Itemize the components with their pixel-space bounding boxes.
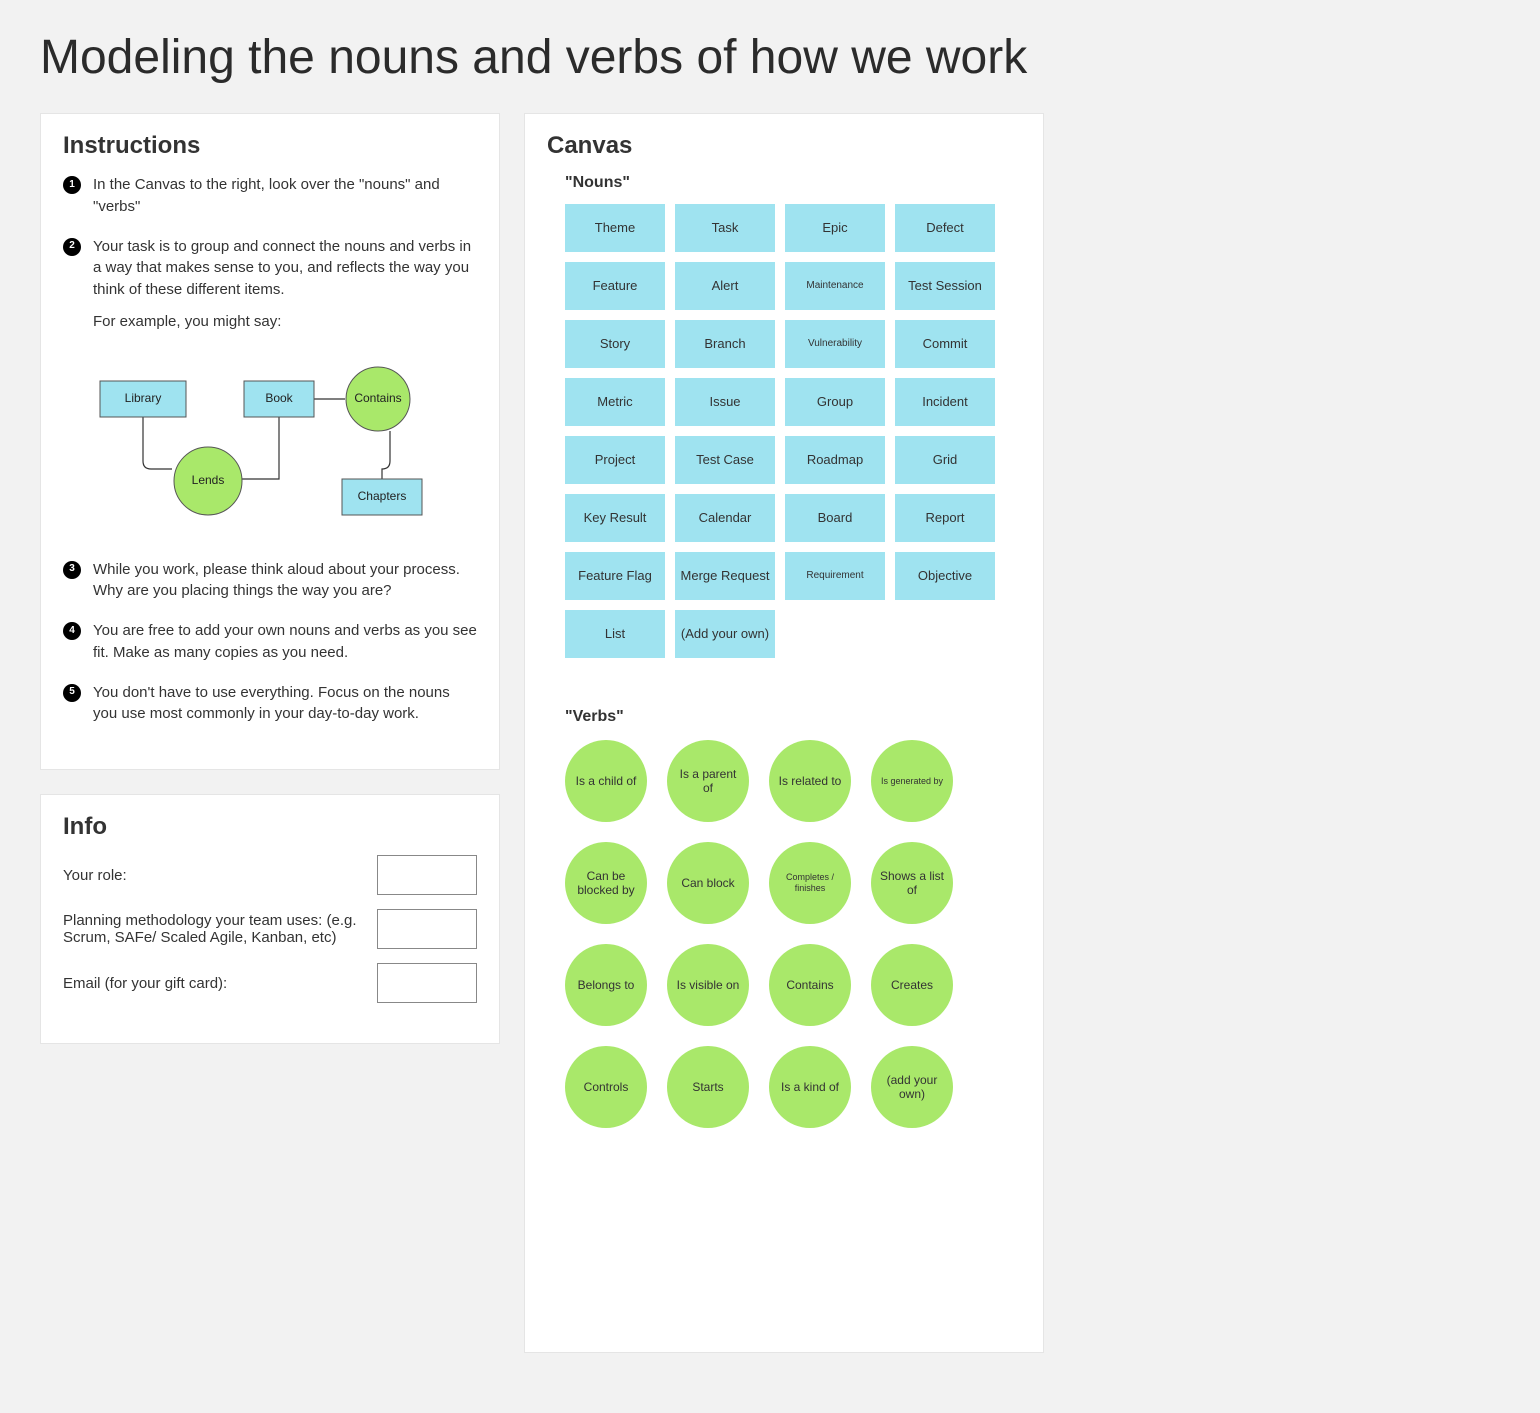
noun-card[interactable]: Grid [895, 436, 995, 484]
instruction-item: 3 While you work, please think aloud abou… [63, 559, 477, 603]
instruction-bullet: 2 [63, 238, 81, 256]
noun-card[interactable]: Test Session [895, 262, 995, 310]
noun-card[interactable]: List [565, 610, 665, 658]
instruction-bullet: 1 [63, 176, 81, 194]
verb-chip[interactable]: Shows a list of [871, 842, 953, 924]
noun-card[interactable]: (Add your own) [675, 610, 775, 658]
noun-card[interactable]: Group [785, 378, 885, 426]
instruction-text: In the Canvas to the right, look over th… [93, 174, 477, 218]
nouns-grid: ThemeTaskEpicDefect FeatureAlertMaintenan… [565, 204, 1021, 658]
noun-card[interactable]: Feature Flag [565, 552, 665, 600]
verb-chip[interactable]: Can be blocked by [565, 842, 647, 924]
noun-card[interactable]: Objective [895, 552, 995, 600]
noun-card[interactable]: Merge Request [675, 552, 775, 600]
info-heading: Info [63, 813, 477, 841]
info-row: Planning methodology your team uses: (e.… [63, 909, 477, 949]
canvas-heading: Canvas [547, 132, 1021, 160]
verb-chip[interactable]: (add your own) [871, 1046, 953, 1128]
noun-card[interactable]: Roadmap [785, 436, 885, 484]
noun-card[interactable]: Incident [895, 378, 995, 426]
verb-chip[interactable]: Is related to [769, 740, 851, 822]
svg-text:Book: Book [265, 391, 293, 405]
instruction-text: While you work, please think aloud about… [93, 559, 477, 603]
example-diagram: Library Book Contains Lends Chapters [80, 351, 460, 541]
info-row: Your role: [63, 855, 477, 895]
verb-chip[interactable]: Is generated by [871, 740, 953, 822]
noun-card[interactable]: Epic [785, 204, 885, 252]
noun-card[interactable]: Report [895, 494, 995, 542]
info-row: Email (for your gift card): [63, 963, 477, 1003]
verb-chip[interactable]: Is a child of [565, 740, 647, 822]
noun-card[interactable]: Metric [565, 378, 665, 426]
page-title: Modeling the nouns and verbs of how we w… [40, 30, 1500, 85]
svg-text:Lends: Lends [192, 473, 225, 487]
verb-chip[interactable]: Belongs to [565, 944, 647, 1026]
verb-chip[interactable]: Can block [667, 842, 749, 924]
info-label: Planning methodology your team uses: (e.… [63, 912, 363, 946]
noun-card[interactable]: Issue [675, 378, 775, 426]
noun-card[interactable]: Project [565, 436, 665, 484]
svg-text:Contains: Contains [354, 391, 401, 405]
noun-card[interactable]: Commit [895, 320, 995, 368]
info-label: Your role: [63, 867, 363, 884]
noun-card[interactable]: Board [785, 494, 885, 542]
instructions-panel: Instructions 1 In the Canvas to the right… [40, 113, 500, 770]
verb-chip[interactable]: Is a kind of [769, 1046, 851, 1128]
instruction-item: 1 In the Canvas to the right, look over t… [63, 174, 477, 218]
verb-chip[interactable]: Creates [871, 944, 953, 1026]
verbs-label: "Verbs" [565, 708, 1021, 726]
info-label: Email (for your gift card): [63, 975, 363, 992]
svg-text:Chapters: Chapters [358, 489, 407, 503]
instruction-item: 4 You are free to add your own nouns and … [63, 620, 477, 664]
instruction-bullet: 3 [63, 561, 81, 579]
info-input[interactable] [377, 909, 477, 949]
info-input[interactable] [377, 963, 477, 1003]
verb-chip[interactable]: Controls [565, 1046, 647, 1128]
instruction-bullet: 5 [63, 684, 81, 702]
verbs-grid: Is a child ofIs a parent ofIs related to… [565, 740, 1021, 1128]
nouns-label: "Nouns" [565, 174, 1021, 192]
instruction-text: You are free to add your own nouns and v… [93, 620, 477, 664]
instruction-bullet: 4 [63, 622, 81, 640]
info-input[interactable] [377, 855, 477, 895]
verb-chip[interactable]: Starts [667, 1046, 749, 1128]
instruction-text: Your task is to group and connect the no… [93, 236, 477, 333]
verb-chip[interactable]: Completes / finishes [769, 842, 851, 924]
instructions-heading: Instructions [63, 132, 477, 160]
verb-chip[interactable]: Is visible on [667, 944, 749, 1026]
noun-card[interactable]: Feature [565, 262, 665, 310]
noun-card[interactable]: Task [675, 204, 775, 252]
verb-chip[interactable]: Is a parent of [667, 740, 749, 822]
noun-card[interactable]: Defect [895, 204, 995, 252]
instruction-item: 2 Your task is to group and connect the n… [63, 236, 477, 333]
info-panel: Info Your role: Planning methodology your… [40, 794, 500, 1044]
instruction-item: 5 You don't have to use everything. Focus… [63, 682, 477, 726]
noun-card[interactable]: Requirement [785, 552, 885, 600]
noun-card[interactable]: Maintenance [785, 262, 885, 310]
noun-card[interactable]: Story [565, 320, 665, 368]
noun-card[interactable]: Test Case [675, 436, 775, 484]
canvas-panel: Canvas "Nouns" ThemeTaskEpicDefect Featur… [524, 113, 1044, 1353]
svg-text:Library: Library [125, 391, 162, 405]
instruction-text: You don't have to use everything. Focus … [93, 682, 477, 726]
noun-card[interactable]: Alert [675, 262, 775, 310]
noun-card[interactable]: Calendar [675, 494, 775, 542]
verb-chip[interactable]: Contains [769, 944, 851, 1026]
noun-card[interactable]: Branch [675, 320, 775, 368]
noun-card[interactable]: Vulnerability [785, 320, 885, 368]
instructions-list: 1 In the Canvas to the right, look over t… [63, 174, 477, 725]
noun-card[interactable]: Theme [565, 204, 665, 252]
noun-card[interactable]: Key Result [565, 494, 665, 542]
